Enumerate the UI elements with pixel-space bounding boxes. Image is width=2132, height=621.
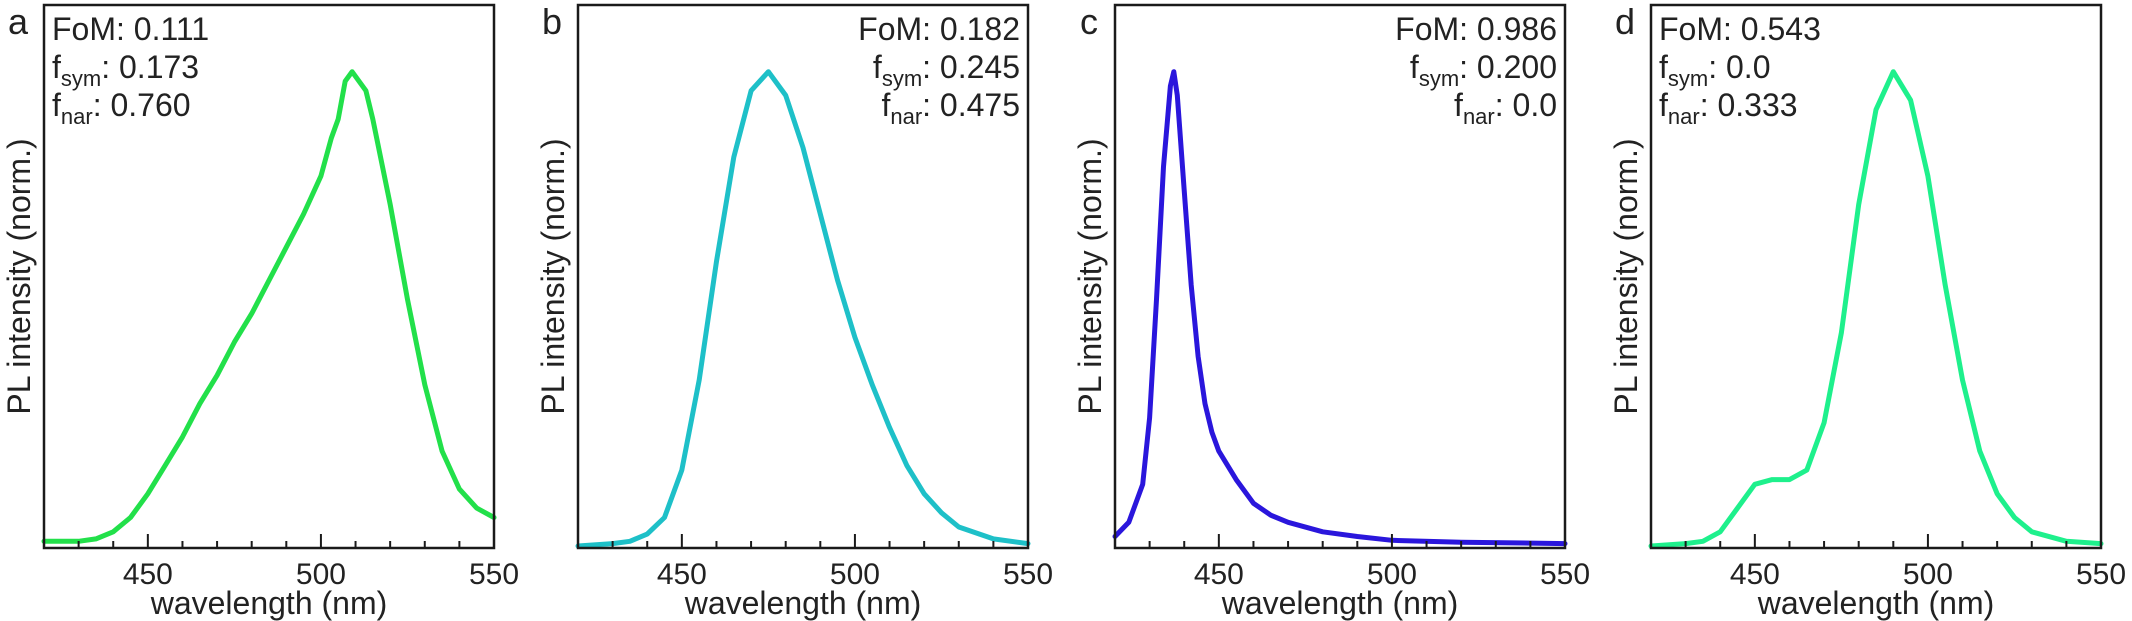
- y-axis-label: PL intensity (norm.): [1608, 138, 1644, 414]
- panel-a: 450 500 550 wavelength (nm) PL intensity (no…: [1, 1, 519, 621]
- spectrum-line-d: [1648, 69, 2104, 549]
- plot-frame-b: [576, 3, 1030, 550]
- annotation-fom: FoM: 0.543: [1659, 11, 1821, 47]
- x-tick-label: 500: [296, 558, 346, 591]
- panel-letter: c: [1080, 1, 1098, 42]
- panel-d: 450 500 550 wavelength (nm) PL intensity (no…: [1608, 1, 2126, 621]
- x-tick-label: 450: [1730, 558, 1780, 591]
- spectrum-line-c: [1112, 69, 1568, 547]
- annotation-nar: fnar: 0.333: [1659, 87, 1798, 129]
- x-tick-label: 550: [1003, 558, 1053, 591]
- x-axis-label: wavelength (nm): [684, 585, 922, 621]
- x-axis-label: wavelength (nm): [150, 585, 388, 621]
- spectrum-line-a: [41, 69, 497, 544]
- panel-letter: a: [8, 1, 29, 42]
- x-tick-label: 550: [469, 558, 519, 591]
- plot-frame-a: [42, 3, 496, 550]
- annotation-nar: fnar: 0.0: [1454, 87, 1557, 129]
- annotation-fom: FoM: 0.111: [52, 11, 209, 47]
- x-tick-label: 450: [123, 558, 173, 591]
- plot-frame-d: [1649, 3, 2103, 550]
- annotation-nar: fnar: 0.475: [881, 87, 1020, 129]
- plot-frame-c: [1113, 3, 1567, 550]
- annotation-fom: FoM: 0.986: [1395, 11, 1557, 47]
- x-tick-label: 550: [2076, 558, 2126, 591]
- y-axis-label: PL intensity (norm.): [535, 138, 571, 414]
- annotation-sym: fsym: 0.173: [52, 49, 199, 91]
- x-tick-label: 450: [1194, 558, 1244, 591]
- x-axis-label: wavelength (nm): [1757, 585, 1995, 621]
- panel-letter: b: [542, 1, 562, 42]
- y-axis-label: PL intensity (norm.): [1072, 138, 1108, 414]
- x-tick-label: 450: [657, 558, 707, 591]
- annotation-sym: fsym: 0.0: [1659, 49, 1770, 91]
- annotation-nar: fnar: 0.760: [52, 87, 191, 129]
- annotation-sym: fsym: 0.245: [873, 49, 1020, 91]
- x-tick-label: 500: [830, 558, 880, 591]
- x-axis-label: wavelength (nm): [1221, 585, 1459, 621]
- x-tick-label: 500: [1903, 558, 1953, 591]
- x-tick-label: 550: [1540, 558, 1590, 591]
- panel-b: 450 500 550 wavelength (nm) PL intensity (no…: [535, 1, 1053, 621]
- panel-c: 450 500 550 wavelength (nm) PL intensity (no…: [1072, 1, 1590, 621]
- annotation-fom: FoM: 0.182: [858, 11, 1020, 47]
- annotation-sym: fsym: 0.200: [1410, 49, 1557, 91]
- panel-letter: d: [1615, 1, 1635, 42]
- spectrum-line-b: [575, 69, 1031, 549]
- x-tick-label: 500: [1367, 558, 1417, 591]
- y-axis-label: PL intensity (norm.): [1, 138, 37, 414]
